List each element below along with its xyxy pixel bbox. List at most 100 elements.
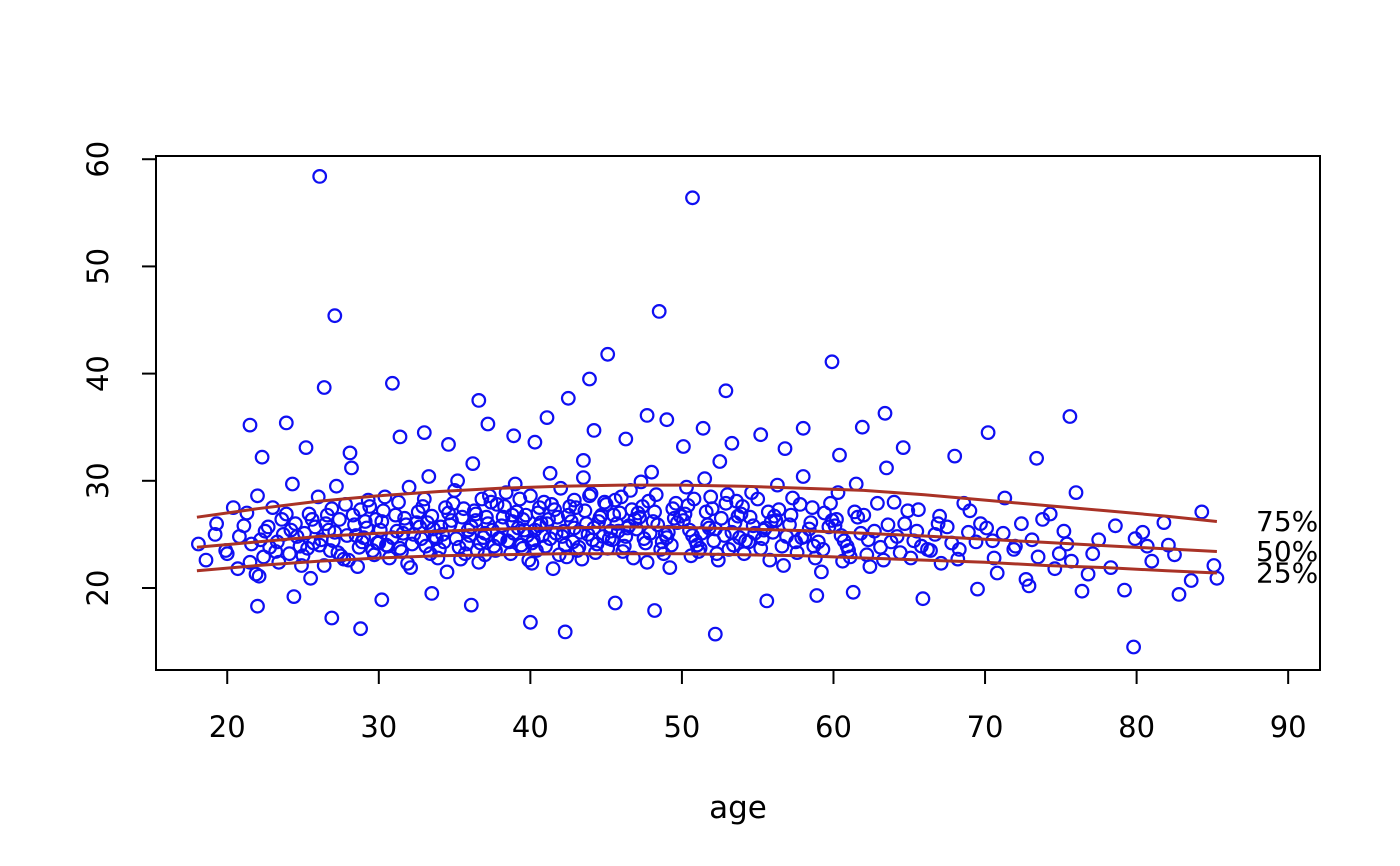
x-axis: 20 30 40 50 60 70 80 90 bbox=[209, 670, 1307, 744]
x-tick-label: 60 bbox=[815, 710, 852, 744]
data-point bbox=[250, 488, 265, 504]
data-point bbox=[835, 553, 850, 569]
data-point bbox=[600, 346, 616, 362]
data-point bbox=[1126, 639, 1141, 655]
data-point bbox=[242, 554, 258, 570]
data-point bbox=[607, 595, 623, 611]
data-point bbox=[613, 489, 629, 505]
data-point bbox=[720, 487, 735, 503]
data-point bbox=[1085, 546, 1101, 562]
data-point bbox=[1062, 409, 1078, 424]
data-point bbox=[316, 380, 332, 395]
data-point bbox=[804, 500, 820, 516]
data-point bbox=[190, 536, 206, 552]
data-point bbox=[1051, 546, 1067, 562]
quantile-curve-label: 25% bbox=[1256, 556, 1318, 589]
data-point bbox=[770, 477, 785, 493]
data-point bbox=[712, 454, 728, 469]
data-point bbox=[456, 501, 472, 517]
data-point bbox=[1117, 582, 1132, 598]
data-point bbox=[700, 517, 716, 533]
data-point bbox=[979, 520, 994, 536]
data-point bbox=[777, 441, 793, 457]
data-point bbox=[679, 479, 694, 495]
data-point bbox=[1047, 561, 1063, 577]
data-point bbox=[316, 558, 332, 573]
data-point bbox=[862, 559, 878, 574]
data-point bbox=[327, 308, 343, 324]
data-point bbox=[647, 603, 662, 618]
data-point bbox=[439, 564, 455, 580]
data-point bbox=[421, 469, 437, 484]
data-point bbox=[480, 416, 496, 432]
data-point bbox=[583, 486, 599, 502]
x-tick-label: 20 bbox=[209, 710, 246, 744]
data-point bbox=[586, 423, 602, 438]
data-point bbox=[877, 405, 893, 421]
data-point bbox=[418, 538, 434, 554]
data-point bbox=[553, 480, 569, 496]
data-point bbox=[785, 490, 800, 506]
data-point bbox=[374, 514, 390, 529]
quantile-curve-label: 75% bbox=[1256, 505, 1318, 538]
data-point bbox=[776, 558, 791, 573]
data-point bbox=[374, 592, 390, 608]
data-point bbox=[219, 546, 235, 562]
data-point bbox=[789, 545, 805, 560]
quantile-curve-75% bbox=[196, 483, 1218, 523]
data-point bbox=[886, 494, 902, 510]
data-point bbox=[810, 534, 826, 550]
data-point bbox=[419, 515, 435, 530]
data-point bbox=[707, 626, 723, 642]
quantile-curve-50% bbox=[196, 525, 1217, 553]
data-point bbox=[650, 517, 666, 533]
data-point bbox=[873, 539, 888, 555]
y-axis: 20 30 40 50 60 bbox=[81, 141, 156, 606]
data-point bbox=[706, 533, 722, 549]
data-point bbox=[560, 507, 576, 523]
data-point bbox=[676, 439, 691, 454]
data-point bbox=[1171, 587, 1187, 602]
data-point bbox=[360, 492, 376, 508]
x-tick-label: 40 bbox=[512, 710, 549, 744]
data-point bbox=[718, 383, 734, 399]
data-point bbox=[795, 420, 811, 436]
data-point bbox=[463, 597, 479, 613]
data-point bbox=[639, 554, 655, 570]
data-point bbox=[795, 469, 811, 484]
data-point bbox=[951, 542, 967, 557]
y-tick-label: 40 bbox=[81, 355, 115, 392]
data-point bbox=[735, 499, 750, 514]
data-point bbox=[680, 498, 696, 513]
data-point bbox=[539, 516, 555, 532]
data-point bbox=[282, 546, 297, 562]
data-point bbox=[895, 440, 911, 456]
data-point bbox=[286, 589, 302, 604]
data-point bbox=[557, 624, 573, 640]
data-point bbox=[403, 560, 419, 575]
data-point bbox=[750, 491, 766, 507]
data-point bbox=[356, 530, 372, 545]
data-point bbox=[492, 531, 508, 547]
data-point bbox=[909, 523, 925, 539]
data-point bbox=[225, 500, 241, 516]
data-point bbox=[371, 535, 387, 551]
data-point bbox=[980, 425, 996, 441]
data-point bbox=[404, 536, 420, 552]
data-point bbox=[1160, 537, 1176, 553]
x-tick-label: 30 bbox=[360, 710, 397, 744]
data-point bbox=[830, 485, 846, 501]
plot-box bbox=[155, 155, 1321, 671]
data-point bbox=[329, 478, 344, 494]
data-point bbox=[771, 502, 787, 518]
data-point bbox=[471, 393, 487, 408]
data-point bbox=[562, 499, 578, 514]
data-point bbox=[557, 537, 573, 553]
data-point bbox=[927, 527, 943, 542]
data-point bbox=[415, 499, 431, 514]
data-point bbox=[312, 537, 328, 553]
data-point bbox=[466, 503, 482, 519]
data-point bbox=[422, 546, 438, 562]
data-point bbox=[968, 534, 984, 550]
